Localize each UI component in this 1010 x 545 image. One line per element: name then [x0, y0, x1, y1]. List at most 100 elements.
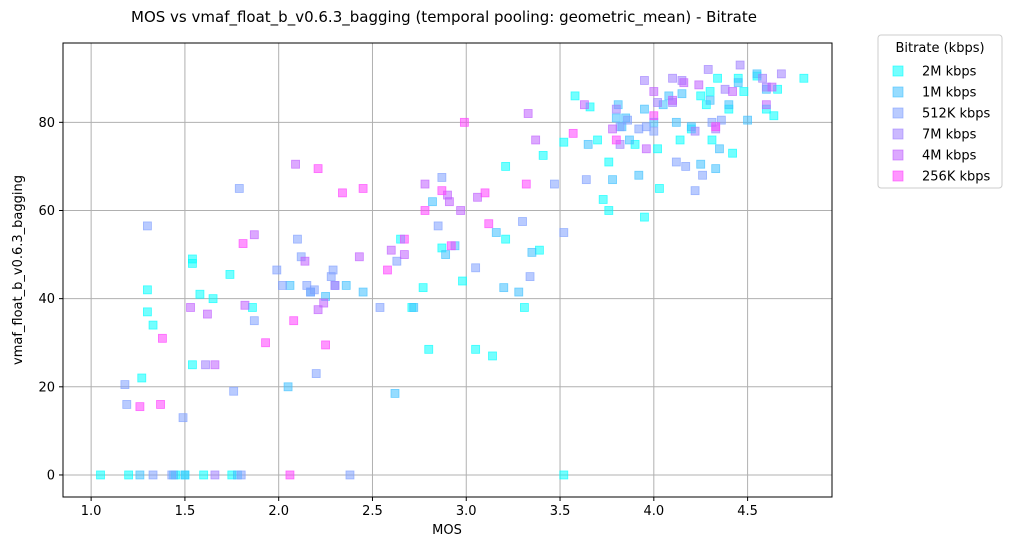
data-point: [527, 247, 537, 257]
legend-label: 256K kbps: [922, 170, 991, 185]
data-point: [583, 139, 593, 149]
data-point: [446, 241, 456, 251]
chart-title: MOS vs vmaf_float_b_v0.6.3_bagging (temp…: [131, 8, 757, 27]
data-point: [696, 91, 706, 101]
data-point: [390, 389, 400, 398]
data-point: [345, 470, 355, 480]
data-point: [677, 89, 687, 99]
data-point: [593, 135, 602, 145]
data-point: [604, 206, 614, 215]
data-point: [291, 159, 300, 169]
data-point: [488, 351, 497, 361]
data-point: [640, 104, 649, 114]
data-point: [319, 298, 329, 308]
data-point: [559, 470, 569, 480]
data-point: [420, 206, 430, 215]
data-point: [705, 87, 715, 96]
data-point: [441, 250, 451, 259]
data-point: [671, 117, 681, 127]
y-tick-label: 0: [47, 468, 55, 483]
data-point: [521, 179, 531, 189]
data-point: [249, 230, 259, 240]
legend-label: 7M kbps: [922, 128, 977, 143]
data-point: [625, 135, 634, 145]
data-point: [330, 281, 340, 290]
data-point: [608, 175, 617, 185]
x-axis-ticks: 1.0 1.5 2.0 2.5 3.0 3.5 4.0 4.5: [81, 497, 758, 519]
data-point: [535, 245, 544, 255]
data-point: [724, 100, 734, 110]
data-point: [559, 137, 569, 147]
data-point: [137, 373, 147, 383]
data-point: [180, 470, 190, 480]
data-point: [240, 300, 250, 310]
data-point: [641, 144, 651, 154]
data-point: [249, 316, 259, 326]
data-point: [120, 380, 130, 390]
data-point: [167, 470, 177, 480]
y-tick-label: 20: [38, 380, 55, 395]
data-point: [383, 265, 392, 275]
data-point: [471, 344, 481, 354]
data-point: [776, 69, 786, 79]
x-tick-label: 2.5: [362, 504, 383, 519]
data-point: [289, 316, 299, 326]
data-point: [458, 276, 467, 286]
data-point: [499, 283, 509, 293]
data-point: [158, 333, 167, 343]
data-point: [713, 73, 722, 83]
data-point: [531, 135, 541, 145]
data-point: [655, 184, 664, 193]
legend-marker: [892, 170, 904, 182]
data-point: [278, 281, 287, 290]
x-tick-label: 3.5: [550, 504, 571, 519]
y-tick-label: 80: [38, 116, 55, 131]
data-point: [623, 115, 632, 125]
x-tick-label: 1.5: [175, 504, 196, 519]
legend-title: Bitrate (kbps): [895, 41, 984, 56]
x-tick-label: 4.0: [643, 504, 664, 519]
data-point: [358, 287, 368, 297]
data-point: [143, 221, 152, 231]
data-point: [208, 294, 218, 304]
data-point: [459, 117, 469, 127]
data-point: [716, 115, 726, 125]
data-point: [649, 126, 659, 136]
data-point: [201, 360, 210, 370]
legend-marker: [892, 107, 904, 119]
legend-items: 2M kbps 1M kbps 512K kbps 7M kbps 4M kbps 256…: [892, 65, 991, 185]
data-point: [321, 340, 330, 350]
data-point: [437, 186, 447, 196]
plot-area-frame: [62, 42, 833, 498]
data-point: [248, 303, 257, 312]
data-point: [525, 272, 535, 282]
data-point: [392, 256, 402, 266]
data-point: [386, 245, 396, 255]
data-point: [518, 217, 527, 226]
legend-label: 2M kbps: [922, 65, 977, 80]
data-point: [653, 98, 662, 107]
data-point: [124, 470, 134, 480]
data-point: [313, 305, 323, 315]
data-point: [681, 162, 691, 171]
data-point: [501, 162, 511, 171]
data-point: [272, 265, 282, 275]
data-point: [283, 382, 293, 392]
data-point: [538, 150, 548, 160]
data-point: [501, 234, 511, 244]
data-point: [715, 144, 724, 154]
y-axis-label: vmaf_float_b_v0.6.3_bagging: [11, 175, 26, 365]
data-point: [611, 135, 621, 145]
legend-box: [877, 34, 1003, 189]
data-point: [473, 192, 482, 202]
grid-lines: [63, 43, 832, 497]
data-point: [234, 184, 244, 193]
data-point: [690, 186, 700, 196]
data-point: [409, 303, 419, 312]
data-point: [671, 157, 681, 167]
data-point: [698, 170, 707, 180]
data-point: [733, 78, 743, 88]
data-point: [444, 197, 454, 207]
data-point: [696, 159, 706, 169]
data-point: [236, 470, 246, 480]
